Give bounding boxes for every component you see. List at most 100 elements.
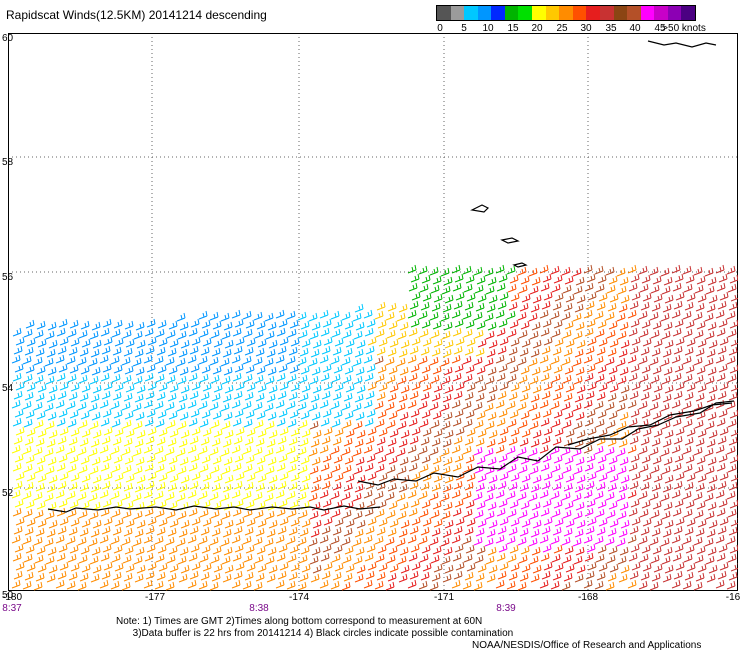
wind-barb [585,570,595,580]
wind-barb [443,501,453,511]
wind-barb [607,347,617,357]
wind-barb [453,390,463,400]
wind-barb [716,327,726,337]
wind-barb [376,436,386,446]
wind-barb [683,373,693,383]
wind-barb [486,573,496,583]
wind-barb [187,354,197,364]
wind-barb [288,571,298,581]
wind-barb [696,320,706,330]
wind-barb [24,346,34,356]
wind-barb [58,498,68,508]
wind-barb [231,354,241,364]
wind-barb [158,562,168,572]
wind-barb [25,544,35,554]
wind-barb [223,321,233,331]
wind-barb [420,571,430,581]
wind-barb [232,372,242,382]
wind-barb [11,399,21,409]
wind-barb [429,446,439,456]
wind-barb [92,474,102,484]
wind-barb [375,373,385,383]
wind-barb [35,392,45,402]
legend-tick-label: 0 [437,23,443,34]
wind-barb [321,435,331,445]
wind-barb [48,519,58,529]
wind-barb [499,426,509,436]
wind-barb [442,483,452,493]
wind-barb [521,338,531,348]
wind-barb [287,328,297,338]
wind-barb [245,409,255,419]
wind-barb [222,393,232,403]
wind-barb [629,525,639,535]
wind-barb [584,507,594,517]
wind-barb [67,508,77,518]
wind-barb [462,310,472,320]
wind-barb [201,364,211,374]
wind-barb [81,428,91,438]
wind-barb [198,310,208,320]
wind-barb [25,454,35,464]
wind-barb [542,453,552,463]
wind-barb [99,354,109,364]
wind-barb [343,347,353,357]
wind-barb [606,374,616,384]
wind-barb [112,346,122,356]
wind-barb [48,384,58,394]
wind-barb [430,464,440,474]
wind-barb [213,473,223,483]
legend-swatch [586,6,600,20]
wind-barb [628,552,638,562]
wind-barb [443,366,453,376]
wind-barb [465,274,475,284]
wind-barb [56,327,66,337]
wind-barb [653,293,663,303]
wind-barb [728,301,738,311]
wind-barb [550,490,560,500]
wind-barb [694,284,704,294]
wind-barb [399,546,409,556]
wind-barb [431,347,441,357]
wind-barb [683,553,693,563]
wind-barb [198,355,208,365]
wind-barb [80,455,90,465]
wind-barb [334,337,344,347]
wind-barb [561,266,571,276]
wind-barb [584,417,594,427]
wind-barb [265,420,275,430]
wind-barb [440,357,450,367]
wind-barb [440,537,450,547]
wind-barb [540,372,550,382]
wind-barb [114,472,124,482]
wind-barb [433,338,443,348]
time-label: 8:38 [249,603,269,614]
wind-barb [673,570,683,580]
wind-barb [509,319,519,329]
wind-barb [125,563,135,573]
wind-barb [719,381,729,391]
wind-barb [145,525,155,535]
wind-barb [202,562,212,572]
wind-barb [376,526,386,536]
wind-barb [210,554,220,564]
wind-barb [475,482,485,492]
wind-barb [695,392,705,402]
wind-barb [584,327,594,337]
wind-barb [651,347,661,357]
wind-barb [13,480,23,490]
wind-barb [299,572,309,582]
wind-barb [453,525,463,535]
wind-barb [682,400,692,410]
wind-barb [47,366,57,376]
wind-barb [465,499,475,509]
wind-barb [191,561,201,571]
wind-barb [617,555,627,565]
wind-barb [498,498,508,508]
wind-barb [301,473,311,483]
wind-barb [22,490,32,500]
wind-barb [256,545,266,555]
wind-barb [594,310,604,320]
wind-barb [242,580,252,590]
wind-barb [640,391,650,401]
